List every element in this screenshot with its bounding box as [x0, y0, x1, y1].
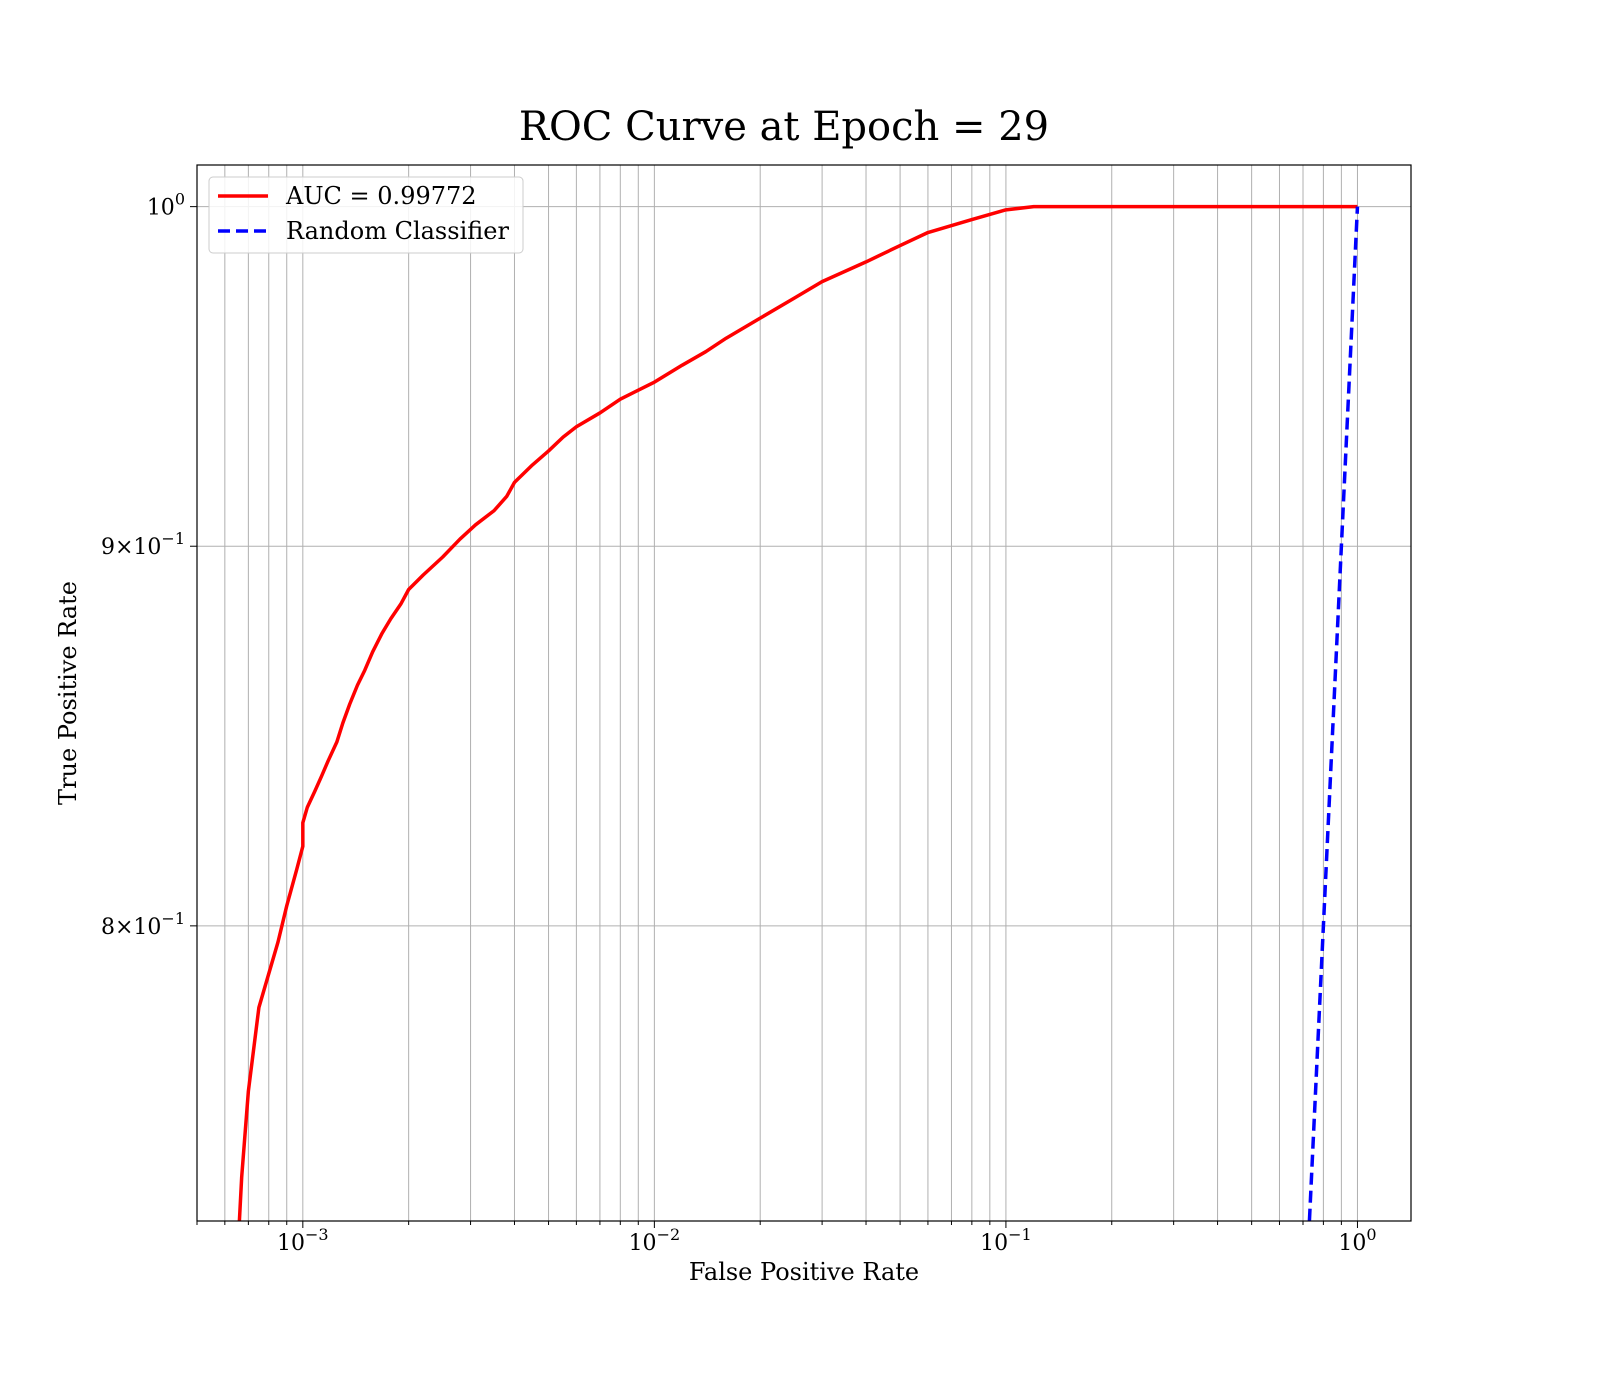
y-tick-label: 8×10−1 — [101, 909, 185, 940]
roc-curve-line — [237, 204, 1358, 1221]
x-tick-label: 10−2 — [629, 1225, 681, 1256]
x-tick-label: 10−1 — [980, 1225, 1032, 1256]
series-layer — [237, 204, 1360, 1221]
legend: AUC = 0.99772 Random Classifier — [208, 176, 524, 254]
y-tick-label: 9×10−1 — [101, 529, 185, 560]
random-classifier-line — [1307, 206, 1360, 1221]
y-tick-label: 100 — [147, 190, 185, 221]
x-tick-label: 10−3 — [277, 1225, 329, 1256]
legend-box — [208, 176, 524, 254]
x-axis-title: False Positive Rate — [689, 1258, 919, 1286]
x-tick-label: 100 — [1338, 1225, 1376, 1256]
chart-title: ROC Curve at Epoch = 29 — [519, 104, 1049, 150]
legend-label-auc: AUC = 0.99772 — [285, 182, 477, 210]
plot-frame — [196, 164, 1412, 1222]
grid — [196, 165, 1411, 1221]
y-axis-title: True Positive Rate — [54, 581, 82, 805]
legend-label-random: Random Classifier — [286, 217, 509, 245]
ticks: 10−3 10−2 10−1 100 8×10−1 9×10−1 100 — [101, 190, 1377, 1256]
